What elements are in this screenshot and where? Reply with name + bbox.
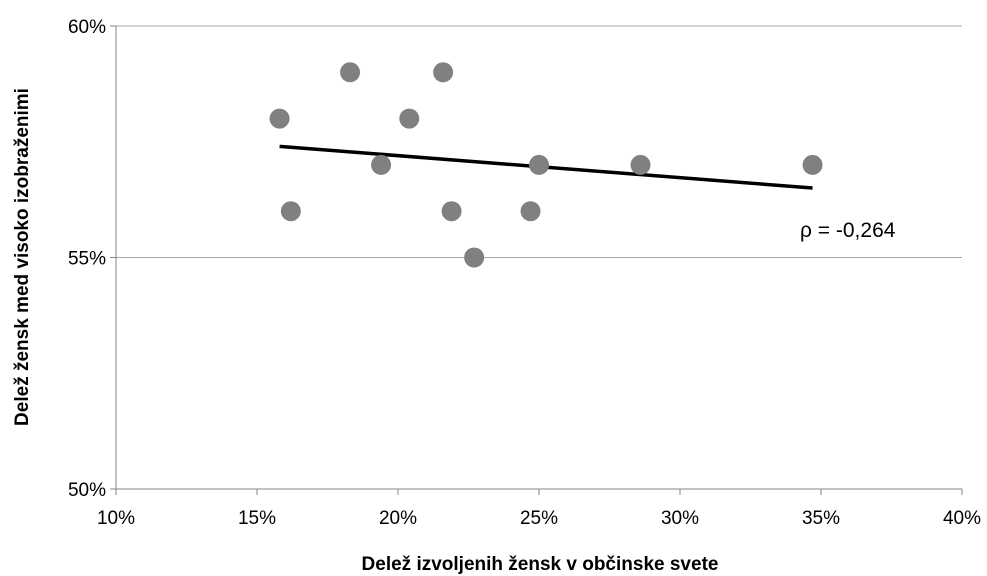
data-point [520,201,541,222]
x-tick-label: 15% [238,508,276,529]
y-tick-label: 55% [68,249,106,270]
x-tick-label: 25% [520,508,558,529]
correlation-annotation: ρ = -0,264 [800,219,896,242]
data-point [464,247,485,268]
tick-labels: 50% 55% 60% 10% 15% 20% 25% 30% 35% 40% [68,17,981,529]
data-point [441,201,462,222]
data-point [802,154,823,175]
data-point [269,108,290,129]
x-tick-label: 40% [943,508,981,529]
data-point [280,201,301,222]
x-tick-label: 30% [661,508,699,529]
data-point [371,154,392,175]
data-point [399,108,420,129]
data-point [433,62,454,83]
x-tick-label: 35% [802,508,840,529]
y-axis-title: Delež žensk med visoko izobraženimi [12,88,33,426]
axes [110,25,963,495]
data-point [340,62,361,83]
y-tick-label: 50% [68,480,106,501]
gridlines [116,25,962,258]
data-point [529,154,549,175]
x-axis-title: Delež izvoljenih žensk v občinske svete [362,554,719,575]
x-tick-label: 10% [97,508,135,529]
y-tick-label: 60% [68,17,106,38]
data-point [630,154,651,175]
data-points [269,62,823,268]
x-tick-label: 20% [379,508,417,529]
